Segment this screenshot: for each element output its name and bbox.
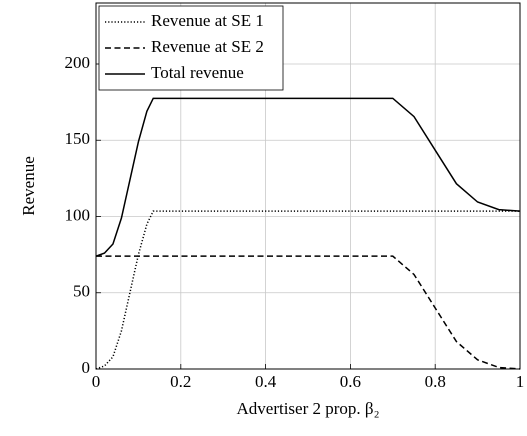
x-tick-label: 0.6 xyxy=(340,372,361,391)
legend-label: Revenue at SE 1 xyxy=(151,11,264,30)
y-axis-label: Revenue xyxy=(19,156,38,215)
y-tick-label: 50 xyxy=(73,282,90,301)
legend-label: Total revenue xyxy=(151,63,244,82)
x-axis-label: Advertiser 2 prop. β₂ xyxy=(237,399,380,418)
y-tick-label: 200 xyxy=(65,53,91,72)
series-line xyxy=(95,97,521,257)
legend-label: Revenue at SE 2 xyxy=(151,37,264,56)
x-tick-label: 0.4 xyxy=(255,372,277,391)
x-tick-label: 0.2 xyxy=(170,372,191,391)
series-line xyxy=(96,255,521,370)
plot-frame xyxy=(95,2,521,370)
y-tick-label: 150 xyxy=(65,129,91,148)
legend: Revenue at SE 1 Revenue at SE 2 Total reve… xyxy=(98,5,284,91)
series-line xyxy=(95,210,520,370)
y-tick-label: 0 xyxy=(82,358,91,377)
x-tick-label: 1 xyxy=(516,372,525,391)
x-tick-label: 0 xyxy=(92,372,101,391)
x-tick-label: 0.8 xyxy=(425,372,446,391)
y-tick-label: 100 xyxy=(65,205,91,224)
